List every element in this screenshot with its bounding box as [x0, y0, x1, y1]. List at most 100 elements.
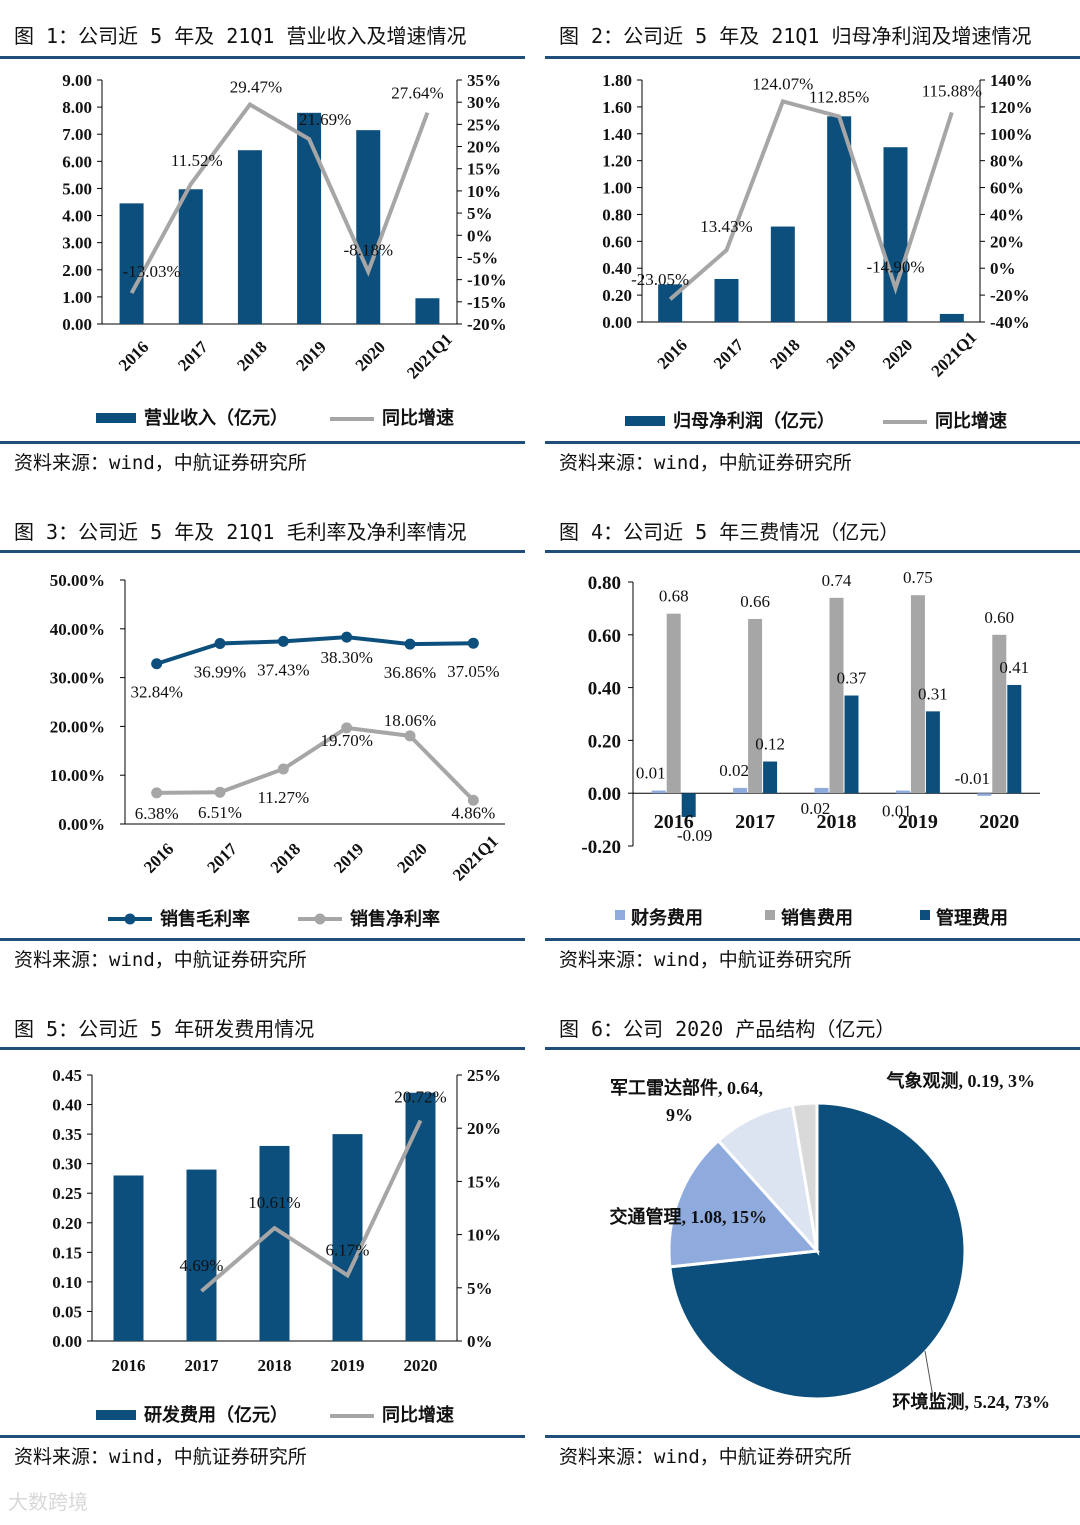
- x-tick-label: 2018: [267, 839, 304, 876]
- source-note: 资料来源：wind，中航证券研究所: [559, 949, 852, 971]
- divider: [545, 1435, 1080, 1438]
- x-tick-label: 2020: [352, 337, 389, 374]
- series-data-label: 6.51%: [198, 803, 242, 822]
- figure-6-panel: 图 6：公司 2020 产品结构（亿元） 环境监测, 5.24, 73% 交通管理…: [545, 1007, 1080, 1477]
- x-tick-label: 2021Q1: [449, 832, 502, 885]
- left-tick-label: 0.40: [52, 1096, 82, 1115]
- figure-4-title: 图 4：公司近 5 年三费情况（亿元）: [559, 520, 900, 544]
- bar: [237, 150, 262, 324]
- left-tick-label: 1.60: [602, 98, 632, 117]
- y-tick-label: 0.80: [588, 573, 621, 594]
- bar: [186, 1169, 217, 1341]
- divider: [545, 441, 1080, 444]
- left-tick-label: 0.00: [62, 315, 92, 334]
- bar: [332, 1134, 363, 1341]
- expense-bar: [666, 613, 681, 794]
- growth-data-label: 10.61%: [248, 1193, 300, 1212]
- figure-3-panel: 图 3：公司近 5 年及 21Q1 毛利率及净利率情况 50.00% 40.00%…: [0, 510, 525, 980]
- expense-data-label: 0.41: [999, 658, 1029, 677]
- expense-bar: [763, 761, 778, 794]
- legend-swatch: [765, 910, 775, 920]
- expense-bar: [992, 634, 1007, 794]
- expense-bar: [829, 597, 844, 794]
- expense-bar: [733, 787, 748, 794]
- right-tick-label: 30%: [467, 93, 501, 112]
- x-tick-label: 2019: [823, 335, 860, 372]
- pie-label: 交通管理, 1.08, 15%: [610, 1206, 768, 1227]
- x-tick-label: 2020: [879, 335, 916, 372]
- left-tick-label: 0.05: [52, 1302, 82, 1321]
- expense-bar: [977, 793, 992, 796]
- divider: [0, 550, 525, 553]
- x-tick-label: 2018: [766, 335, 803, 372]
- growth-data-label: -23.05%: [631, 270, 689, 289]
- expense-data-label: 0.66: [740, 592, 770, 611]
- y-tick-label: 10.00%: [50, 766, 105, 785]
- expense-data-label: 0.60: [984, 608, 1014, 627]
- right-tick-label: 0%: [467, 1332, 493, 1351]
- series-data-label: 19.70%: [320, 731, 372, 750]
- left-tick-label: 0.15: [52, 1243, 82, 1262]
- growth-data-label: 21.69%: [299, 110, 351, 129]
- right-tick-label: -15%: [467, 293, 507, 312]
- bar: [883, 147, 908, 322]
- growth-data-label: 115.88%: [922, 81, 982, 100]
- series-data-label: 37.43%: [257, 660, 309, 679]
- x-tick-label: 2017: [735, 811, 775, 833]
- expense-bar: [748, 618, 763, 794]
- figure-3-title: 图 3：公司近 5 年及 21Q1 毛利率及净利率情况: [14, 520, 467, 544]
- right-tick-label: 20%: [467, 1119, 501, 1138]
- series-data-label: 18.06%: [384, 711, 436, 730]
- legend-line-label: 同比增速: [382, 407, 454, 428]
- bar: [405, 1092, 436, 1341]
- right-tick-label: 25%: [467, 1066, 501, 1085]
- x-tick-label: 2021Q1: [403, 330, 456, 383]
- expense-bar: [1007, 684, 1022, 794]
- growth-data-label: 124.07%: [752, 74, 813, 93]
- right-tick-label: 140%: [990, 71, 1033, 90]
- y-tick-label: -0.20: [581, 837, 621, 858]
- pie-label: 气象观测, 0.19, 3%: [886, 1070, 1036, 1091]
- left-tick-label: 0.20: [52, 1214, 82, 1233]
- expense-data-label: 0.01: [882, 802, 912, 821]
- series-marker: [151, 787, 163, 799]
- figure-2-chart: 1.80 1.60 1.40 1.20 1.00 0.80 0.60 0.40 0.20 0.00…: [602, 71, 1033, 431]
- x-tick-label: 2018: [817, 811, 857, 833]
- series-data-label: 37.05%: [447, 662, 499, 681]
- x-tick-label: 2016: [115, 337, 152, 374]
- divider: [0, 56, 525, 59]
- bar: [415, 298, 440, 324]
- expense-data-label: 0.02: [801, 799, 831, 818]
- legend-bar-swatch: [96, 1410, 136, 1420]
- figure-5-title: 图 5：公司近 5 年研发费用情况: [14, 1017, 315, 1041]
- figure-2-panel: 图 2：公司近 5 年及 21Q1 归母净利润及增速情况 1.80 1.60 1.4…: [545, 14, 1080, 484]
- bar: [297, 112, 322, 324]
- right-tick-label: 5%: [467, 1279, 493, 1298]
- series-marker: [151, 658, 163, 670]
- series-line: [156, 635, 474, 666]
- left-tick-label: 0.35: [52, 1125, 82, 1144]
- legend-bar-label: 研发费用（亿元）: [144, 1404, 288, 1425]
- y-tick-label: 30.00%: [50, 669, 105, 688]
- growth-data-label: 4.69%: [180, 1256, 224, 1275]
- series-marker: [467, 794, 479, 806]
- divider: [545, 1047, 1080, 1050]
- x-tick-label: 2019: [292, 337, 329, 374]
- right-tick-label: 20%: [990, 232, 1024, 251]
- expense-data-label: 0.68: [659, 587, 689, 606]
- figure-5-panel: 图 5：公司近 5 年研发费用情况 0.45 0.40 0.35 0.30 0.25 0.…: [0, 1007, 525, 1477]
- left-tick-label: 4.00: [62, 207, 92, 226]
- series-data-label: 11.27%: [257, 788, 309, 807]
- series-marker: [214, 637, 226, 649]
- left-tick-label: 0.80: [602, 205, 632, 224]
- expense-bar: [681, 793, 696, 817]
- legend-swatch: [615, 910, 625, 920]
- right-tick-label: 10%: [467, 1226, 501, 1245]
- y-tick-label: 0.00: [588, 784, 621, 805]
- expense-data-label: 0.74: [822, 571, 852, 590]
- divider: [545, 56, 1080, 59]
- x-tick-label: 2017: [203, 839, 241, 877]
- right-tick-label: 80%: [990, 152, 1024, 171]
- watermark: 大数跨境: [8, 1490, 88, 1514]
- x-tick-label: 2016: [654, 811, 694, 833]
